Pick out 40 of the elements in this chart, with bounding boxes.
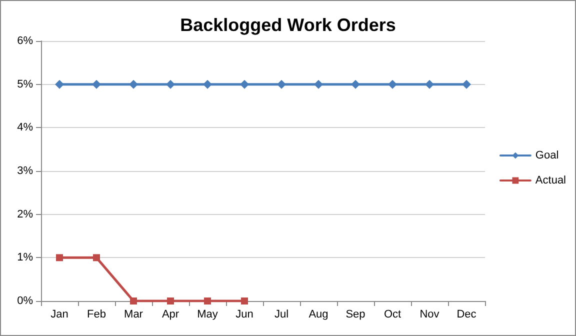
point bbox=[277, 80, 286, 89]
x-tick-label: Oct bbox=[384, 308, 402, 320]
chart-title: Backlogged Work Orders bbox=[180, 15, 396, 35]
point bbox=[388, 80, 397, 89]
point bbox=[56, 254, 63, 262]
point bbox=[167, 298, 174, 304]
x-tick-label: May bbox=[197, 308, 218, 320]
y-tick-label: 1% bbox=[17, 252, 34, 264]
point bbox=[241, 298, 248, 304]
point bbox=[166, 80, 175, 89]
point bbox=[55, 80, 64, 89]
x-tick-label: Nov bbox=[420, 308, 440, 320]
legend-label: Goal bbox=[535, 150, 559, 162]
x-tick-label: Jul bbox=[274, 308, 289, 320]
x-tick-label: Jun bbox=[236, 308, 254, 320]
x-tick-label: Mar bbox=[124, 308, 144, 320]
point bbox=[314, 80, 323, 89]
legend-label: Actual bbox=[535, 174, 566, 186]
y-tick-label: 6% bbox=[17, 35, 34, 47]
y-tick-label: 2% bbox=[17, 208, 34, 220]
point bbox=[240, 80, 249, 89]
x-tick-label: Jan bbox=[50, 308, 68, 320]
point bbox=[425, 80, 434, 89]
y-tick-label: 5% bbox=[17, 78, 34, 90]
x-tick-label: Aug bbox=[308, 308, 328, 320]
x-tick-label: Feb bbox=[87, 308, 106, 320]
point bbox=[203, 80, 212, 89]
x-tick-label: Sep bbox=[346, 308, 366, 320]
x-tick-label: Apr bbox=[162, 308, 180, 320]
point bbox=[129, 80, 138, 89]
y-tick-label: 0% bbox=[17, 295, 34, 307]
x-tick-label: Dec bbox=[456, 308, 477, 320]
y-tick-label: 3% bbox=[17, 165, 34, 177]
point bbox=[93, 254, 100, 262]
point bbox=[130, 298, 137, 304]
point bbox=[92, 80, 101, 89]
point bbox=[204, 298, 211, 304]
point bbox=[462, 80, 471, 89]
y-tick-label: 4% bbox=[17, 122, 34, 134]
point bbox=[351, 80, 360, 89]
